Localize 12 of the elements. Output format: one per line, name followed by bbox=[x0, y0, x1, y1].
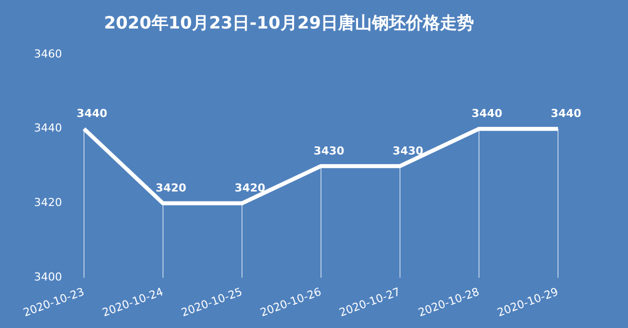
y-tick-label: 3400 bbox=[34, 270, 62, 284]
y-tick-label: 3420 bbox=[34, 196, 62, 210]
data-label: 3440 bbox=[472, 107, 503, 120]
data-label: 3440 bbox=[76, 107, 108, 120]
data-label: 3440 bbox=[550, 107, 582, 120]
data-label: 3420 bbox=[234, 182, 266, 195]
data-label: 3420 bbox=[156, 182, 187, 195]
y-tick-label: 3440 bbox=[34, 122, 62, 135]
data-label: 3430 bbox=[392, 144, 424, 158]
data-label: 3430 bbox=[314, 144, 345, 158]
chart-title: 2020年10月23日-10月29日唐山钢坯价格走势 bbox=[104, 14, 474, 34]
y-tick-label: 3460 bbox=[34, 47, 62, 60]
